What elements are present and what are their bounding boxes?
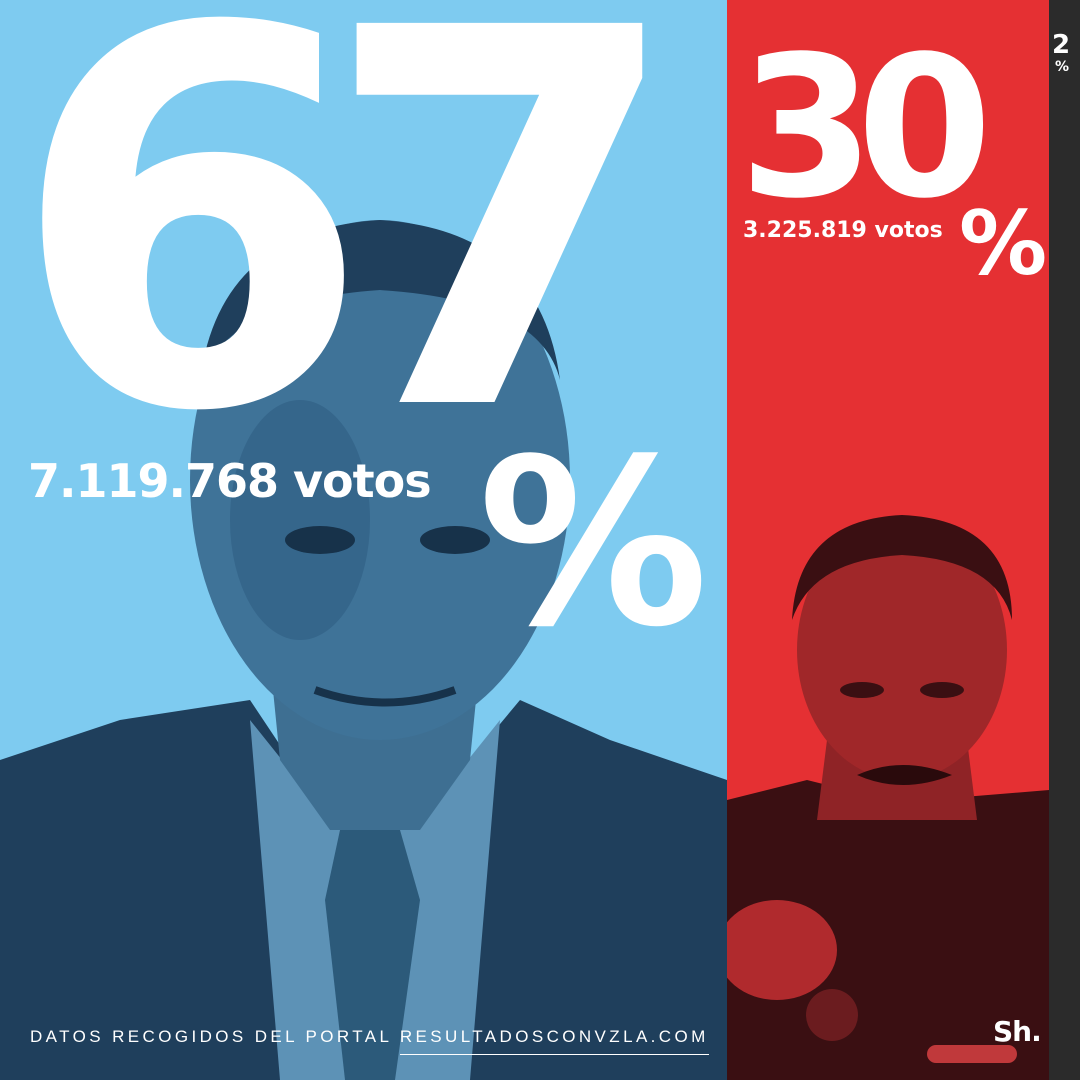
candidate-1-votes: 7.119.768 votos [28,454,432,508]
candidate-1-percent-sign: % [478,411,708,678]
candidate-2-panel: 30 3.225.819 votos % [727,0,1049,1080]
brand-logo: Sh. [993,1015,1042,1048]
source-prefix: DATOS RECOGIDOS DEL PORTAL [30,1027,392,1046]
others-percent-sign: % [1055,59,1070,75]
source-credit: DATOS RECOGIDOS DEL PORTAL RESULTADOSCON… [30,1027,709,1055]
candidate-2-votes: 3.225.819 votos [743,218,943,243]
others-panel: 2 % [1049,0,1080,1080]
others-percent-number: 2 [1052,30,1071,60]
candidate-1-percent-number: 67 [10,0,684,525]
candidate-1-photo [0,220,727,1080]
candidate-2-percent-number: 30 [739,14,992,241]
source-site-link[interactable]: RESULTADOSCONVZLA.COM [399,1027,709,1055]
candidate-2-percent-sign: % [959,192,1048,295]
candidate-1-panel: 67 7.119.768 votos % [0,0,727,1080]
candidate-2-photo [727,515,1049,1080]
